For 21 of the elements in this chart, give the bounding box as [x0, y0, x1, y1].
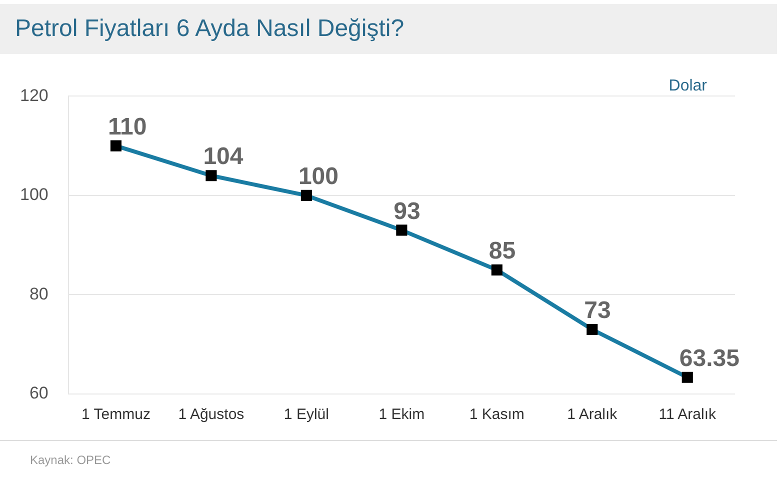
x-tick-label: 1 Ekim: [378, 406, 425, 424]
x-tick-label: 11 Aralık: [658, 406, 717, 424]
x-tick-label: 1 Aralık: [567, 406, 618, 424]
y-axis-title: Dolar: [668, 78, 708, 95]
x-tick-label: 1 Ağustos: [178, 406, 244, 424]
text: Kaynak: OPEC: [30, 453, 111, 467]
x-tick-label: 1 Eylül: [284, 406, 329, 424]
data-label: 63.35: [679, 345, 740, 372]
data-label: 110: [108, 113, 147, 140]
y-tick-label: 100: [20, 185, 48, 204]
x-tick-label: 1 Temmuz: [82, 406, 150, 424]
data-label: 85: [488, 238, 516, 265]
data-label: 73: [584, 297, 611, 324]
y-tick-label: 80: [29, 284, 48, 304]
y-tick-label: 60: [29, 384, 48, 403]
data-label: 93: [394, 198, 420, 225]
chart-title: Petrol Fiyatları 6 Ayda Nasıl Değişti?: [15, 15, 404, 43]
y-tick-label: 120: [20, 86, 48, 105]
x-tick-label: 1 Kasım: [469, 406, 524, 424]
data-label: 104: [203, 143, 244, 170]
data-label: 100: [298, 163, 338, 190]
